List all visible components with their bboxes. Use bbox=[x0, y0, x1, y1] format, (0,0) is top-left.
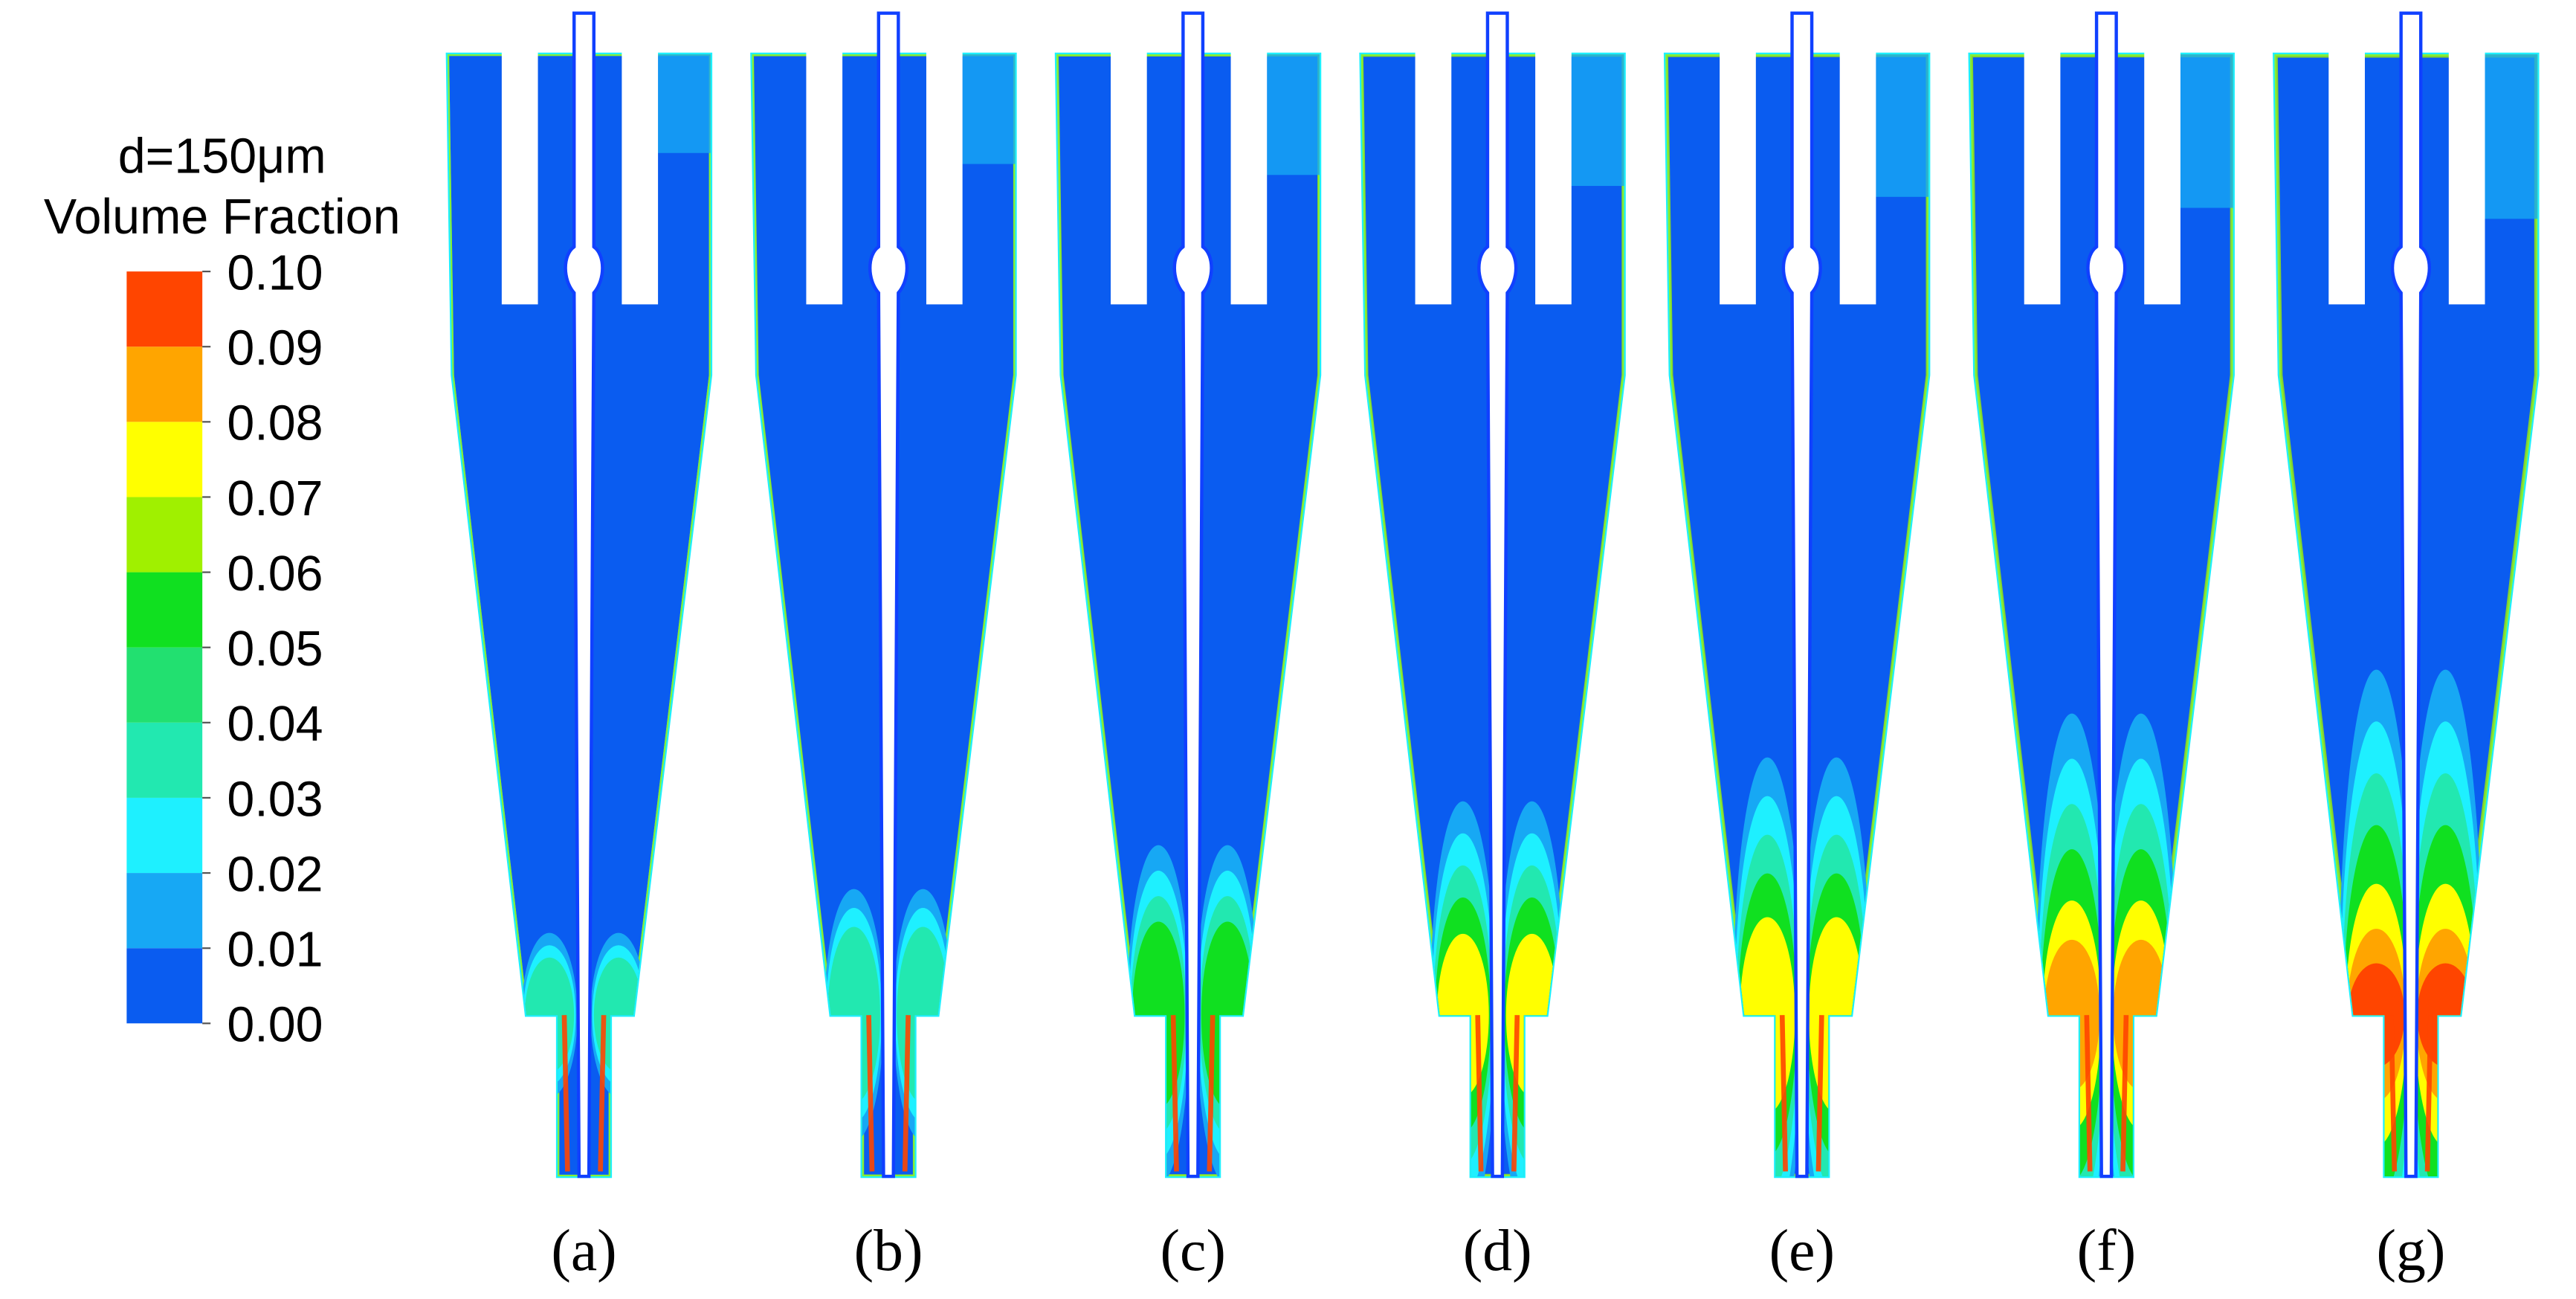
panel-label: (g) bbox=[2376, 1218, 2445, 1283]
neck-layer bbox=[1511, 1015, 1520, 1172]
panel-label: (f) bbox=[2077, 1218, 2137, 1283]
neck-layer bbox=[866, 1015, 875, 1172]
colorbar-swatch bbox=[126, 647, 203, 723]
top-band bbox=[1267, 54, 1320, 175]
top-band bbox=[962, 54, 1016, 164]
neck-layer bbox=[1170, 1015, 1179, 1172]
neck-layer bbox=[1779, 1015, 1788, 1172]
neck-layer bbox=[598, 1015, 607, 1172]
colorbar-swatch bbox=[126, 572, 203, 648]
slot bbox=[1839, 49, 1876, 305]
colorbar-tick-label: 0.10 bbox=[227, 245, 323, 300]
neck-layer bbox=[1475, 1015, 1484, 1172]
colorbar-tick-label: 0.03 bbox=[227, 772, 323, 827]
colorbar-tick-label: 0.07 bbox=[227, 471, 323, 526]
contour-band bbox=[2044, 939, 2100, 1091]
contour-panel bbox=[2273, 11, 2540, 1179]
colorbar-tick-label: 0.05 bbox=[227, 622, 323, 677]
colorbar-swatch bbox=[126, 497, 203, 573]
neck-layer bbox=[1207, 1015, 1216, 1172]
neck-layer bbox=[2424, 1015, 2433, 1172]
slot bbox=[2024, 49, 2061, 305]
slot bbox=[501, 49, 538, 305]
colorbar-tick-label: 0.09 bbox=[227, 321, 323, 376]
neck-layer bbox=[2389, 1015, 2398, 1172]
colorbar-swatch bbox=[126, 948, 203, 1024]
wall-layer bbox=[1969, 54, 2233, 1177]
slot bbox=[2328, 49, 2365, 305]
colorbar-tick-label: 0.01 bbox=[227, 923, 323, 978]
contour-band bbox=[2113, 939, 2169, 1091]
needle bbox=[1477, 11, 1518, 1179]
panel-label: (e) bbox=[1769, 1218, 1835, 1283]
colorbar-tick-label: 0.02 bbox=[227, 847, 323, 902]
contour-band bbox=[1809, 917, 1865, 1113]
contour-panel bbox=[1663, 11, 1931, 1179]
neck-layer bbox=[2084, 1015, 2093, 1172]
colorbar-swatch bbox=[126, 271, 203, 347]
contour-panel bbox=[445, 11, 713, 1179]
slot bbox=[622, 49, 659, 305]
contour-band bbox=[1740, 917, 1795, 1113]
colorbar-swatch bbox=[126, 722, 203, 798]
colorbar-swatch bbox=[126, 346, 203, 422]
legend-title: d=150μm bbox=[118, 129, 326, 184]
needle bbox=[1172, 11, 1213, 1179]
colorbar-tick-label: 0.08 bbox=[227, 396, 323, 451]
contour-bands bbox=[1360, 54, 1624, 1177]
top-band bbox=[1571, 54, 1624, 187]
wall-layer bbox=[1056, 54, 1320, 1177]
slot bbox=[2448, 49, 2485, 305]
needle bbox=[868, 11, 909, 1179]
slot bbox=[806, 49, 843, 305]
colorbar-swatch bbox=[126, 873, 203, 949]
neck-layer bbox=[2120, 1015, 2129, 1172]
wall-layer bbox=[1665, 54, 1929, 1177]
slot bbox=[1111, 49, 1147, 305]
slot bbox=[2144, 49, 2180, 305]
contour-panel bbox=[1968, 11, 2235, 1179]
slot bbox=[1720, 49, 1756, 305]
contour-panel bbox=[1359, 11, 1626, 1179]
colorbar-tick-label: 0.06 bbox=[227, 547, 323, 602]
contour-panel bbox=[750, 11, 1017, 1179]
panel-label: (b) bbox=[854, 1218, 923, 1283]
neck-layer bbox=[902, 1015, 911, 1172]
top-band bbox=[658, 54, 711, 153]
wall-layer bbox=[1360, 54, 1624, 1177]
panel-label: (d) bbox=[1463, 1218, 1532, 1283]
slot bbox=[1535, 49, 1572, 305]
top-band bbox=[1876, 54, 1929, 197]
top-band bbox=[2180, 54, 2233, 208]
neck-layer bbox=[1815, 1015, 1824, 1172]
colorbar-swatch bbox=[126, 797, 203, 874]
top-band bbox=[2485, 54, 2538, 219]
contour-panel bbox=[1054, 11, 1322, 1179]
slot bbox=[1415, 49, 1452, 305]
slot bbox=[1230, 49, 1268, 305]
wall-layer bbox=[2274, 54, 2538, 1177]
needle bbox=[564, 11, 604, 1179]
panel-label: (a) bbox=[551, 1218, 616, 1283]
needle bbox=[1781, 11, 1822, 1179]
colorbar-tick-label: 0.00 bbox=[227, 998, 323, 1053]
figure-content: d=150μm Volume Fraction 0.00 0.01 0.02 0.03… bbox=[44, 11, 2540, 1283]
needle bbox=[2390, 11, 2431, 1179]
wall-layer bbox=[752, 54, 1016, 1177]
wall-layer bbox=[447, 54, 711, 1177]
needle bbox=[2086, 11, 2127, 1179]
contour-band bbox=[2348, 963, 2405, 1067]
panel-label: (c) bbox=[1160, 1218, 1225, 1283]
colorbar-tick-label: 0.04 bbox=[227, 697, 323, 752]
neck-layer bbox=[561, 1015, 570, 1172]
slot bbox=[926, 49, 963, 305]
colorbar-swatch bbox=[126, 422, 203, 497]
legend-title: Volume Fraction bbox=[44, 190, 401, 245]
